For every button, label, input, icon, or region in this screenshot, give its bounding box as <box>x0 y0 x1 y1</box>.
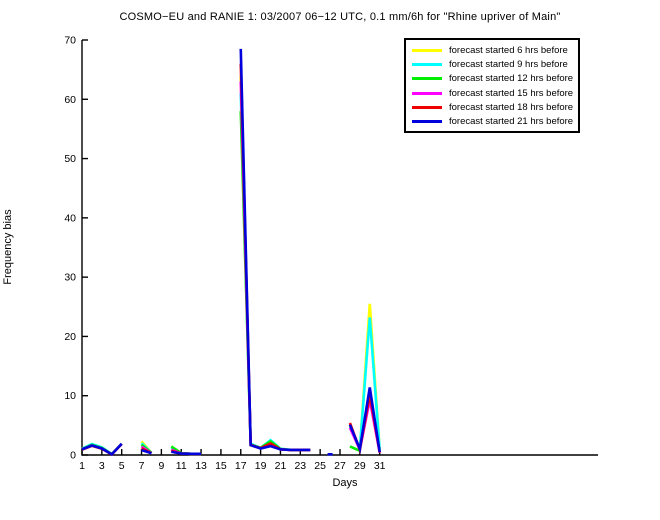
legend-label: forecast started 18 hrs before <box>449 101 574 113</box>
legend: forecast started 6 hrs before forecast st… <box>404 38 580 133</box>
x-tick-label: 7 <box>139 460 145 472</box>
y-tick-label: 70 <box>64 35 76 47</box>
legend-line-icon <box>412 105 442 109</box>
series-line-5 <box>239 48 311 452</box>
legend-entry: forecast started 12 hrs before <box>412 72 578 86</box>
series-line-4 <box>239 63 311 452</box>
legend-label: forecast started 12 hrs before <box>449 73 574 85</box>
y-tick-label: 20 <box>64 331 76 343</box>
series-line-2 <box>239 111 311 452</box>
x-tick-label: 3 <box>99 460 105 472</box>
legend-entry: forecast started 6 hrs before <box>412 43 578 57</box>
legend-line-icon <box>412 62 442 66</box>
x-tick-label: 15 <box>215 460 227 472</box>
series-line-1 <box>239 93 311 452</box>
series-line-5 <box>141 448 152 455</box>
x-tick-label: 29 <box>354 460 366 472</box>
y-tick-label: 0 <box>70 450 76 462</box>
x-tick-label: 25 <box>314 460 326 472</box>
x-tick-label: 17 <box>235 460 247 472</box>
y-tick-label: 10 <box>64 390 76 402</box>
legend-entry: forecast started 9 hrs before <box>412 57 578 71</box>
x-tick-label: 9 <box>158 460 164 472</box>
y-tick-label: 50 <box>64 153 76 165</box>
legend-entry: forecast started 18 hrs before <box>412 100 578 114</box>
x-tick-label: 21 <box>275 460 287 472</box>
x-tick-label: 11 <box>176 460 187 472</box>
x-tick-label: 1 <box>79 460 85 472</box>
y-tick-label: 40 <box>64 212 76 224</box>
series-line-5 <box>81 442 123 457</box>
x-axis-label: Days <box>332 477 358 489</box>
y-tick-label: 60 <box>64 94 76 106</box>
x-tick-label: 13 <box>195 460 207 472</box>
series-line-2 <box>349 445 361 453</box>
legend-entry: forecast started 15 hrs before <box>412 86 578 100</box>
x-tick-label: 27 <box>334 460 346 472</box>
legend-label: forecast started 9 hrs before <box>449 58 568 70</box>
series-line-5 <box>171 450 202 456</box>
legend-label: forecast started 6 hrs before <box>449 44 568 56</box>
x-tick-label: 5 <box>119 460 125 472</box>
legend-entry: forecast started 21 hrs before <box>412 114 578 128</box>
legend-line-icon <box>412 48 442 52</box>
chart-title: COSMO−EU and RANIE 1: 03/2007 06−12 UTC,… <box>119 11 561 23</box>
legend-line-icon <box>412 120 442 124</box>
legend-line-icon <box>412 91 442 95</box>
legend-label: forecast started 15 hrs before <box>449 87 574 99</box>
series-line-5 <box>348 387 381 454</box>
legend-label: forecast started 21 hrs before <box>449 116 574 128</box>
x-tick-label: 31 <box>374 460 386 472</box>
y-tick-label: 30 <box>64 272 76 284</box>
x-tick-label: 19 <box>255 460 267 472</box>
x-tick-label: 23 <box>294 460 306 472</box>
series-line-0 <box>239 75 311 452</box>
series-line-3 <box>239 81 311 452</box>
legend-line-icon <box>412 77 442 81</box>
